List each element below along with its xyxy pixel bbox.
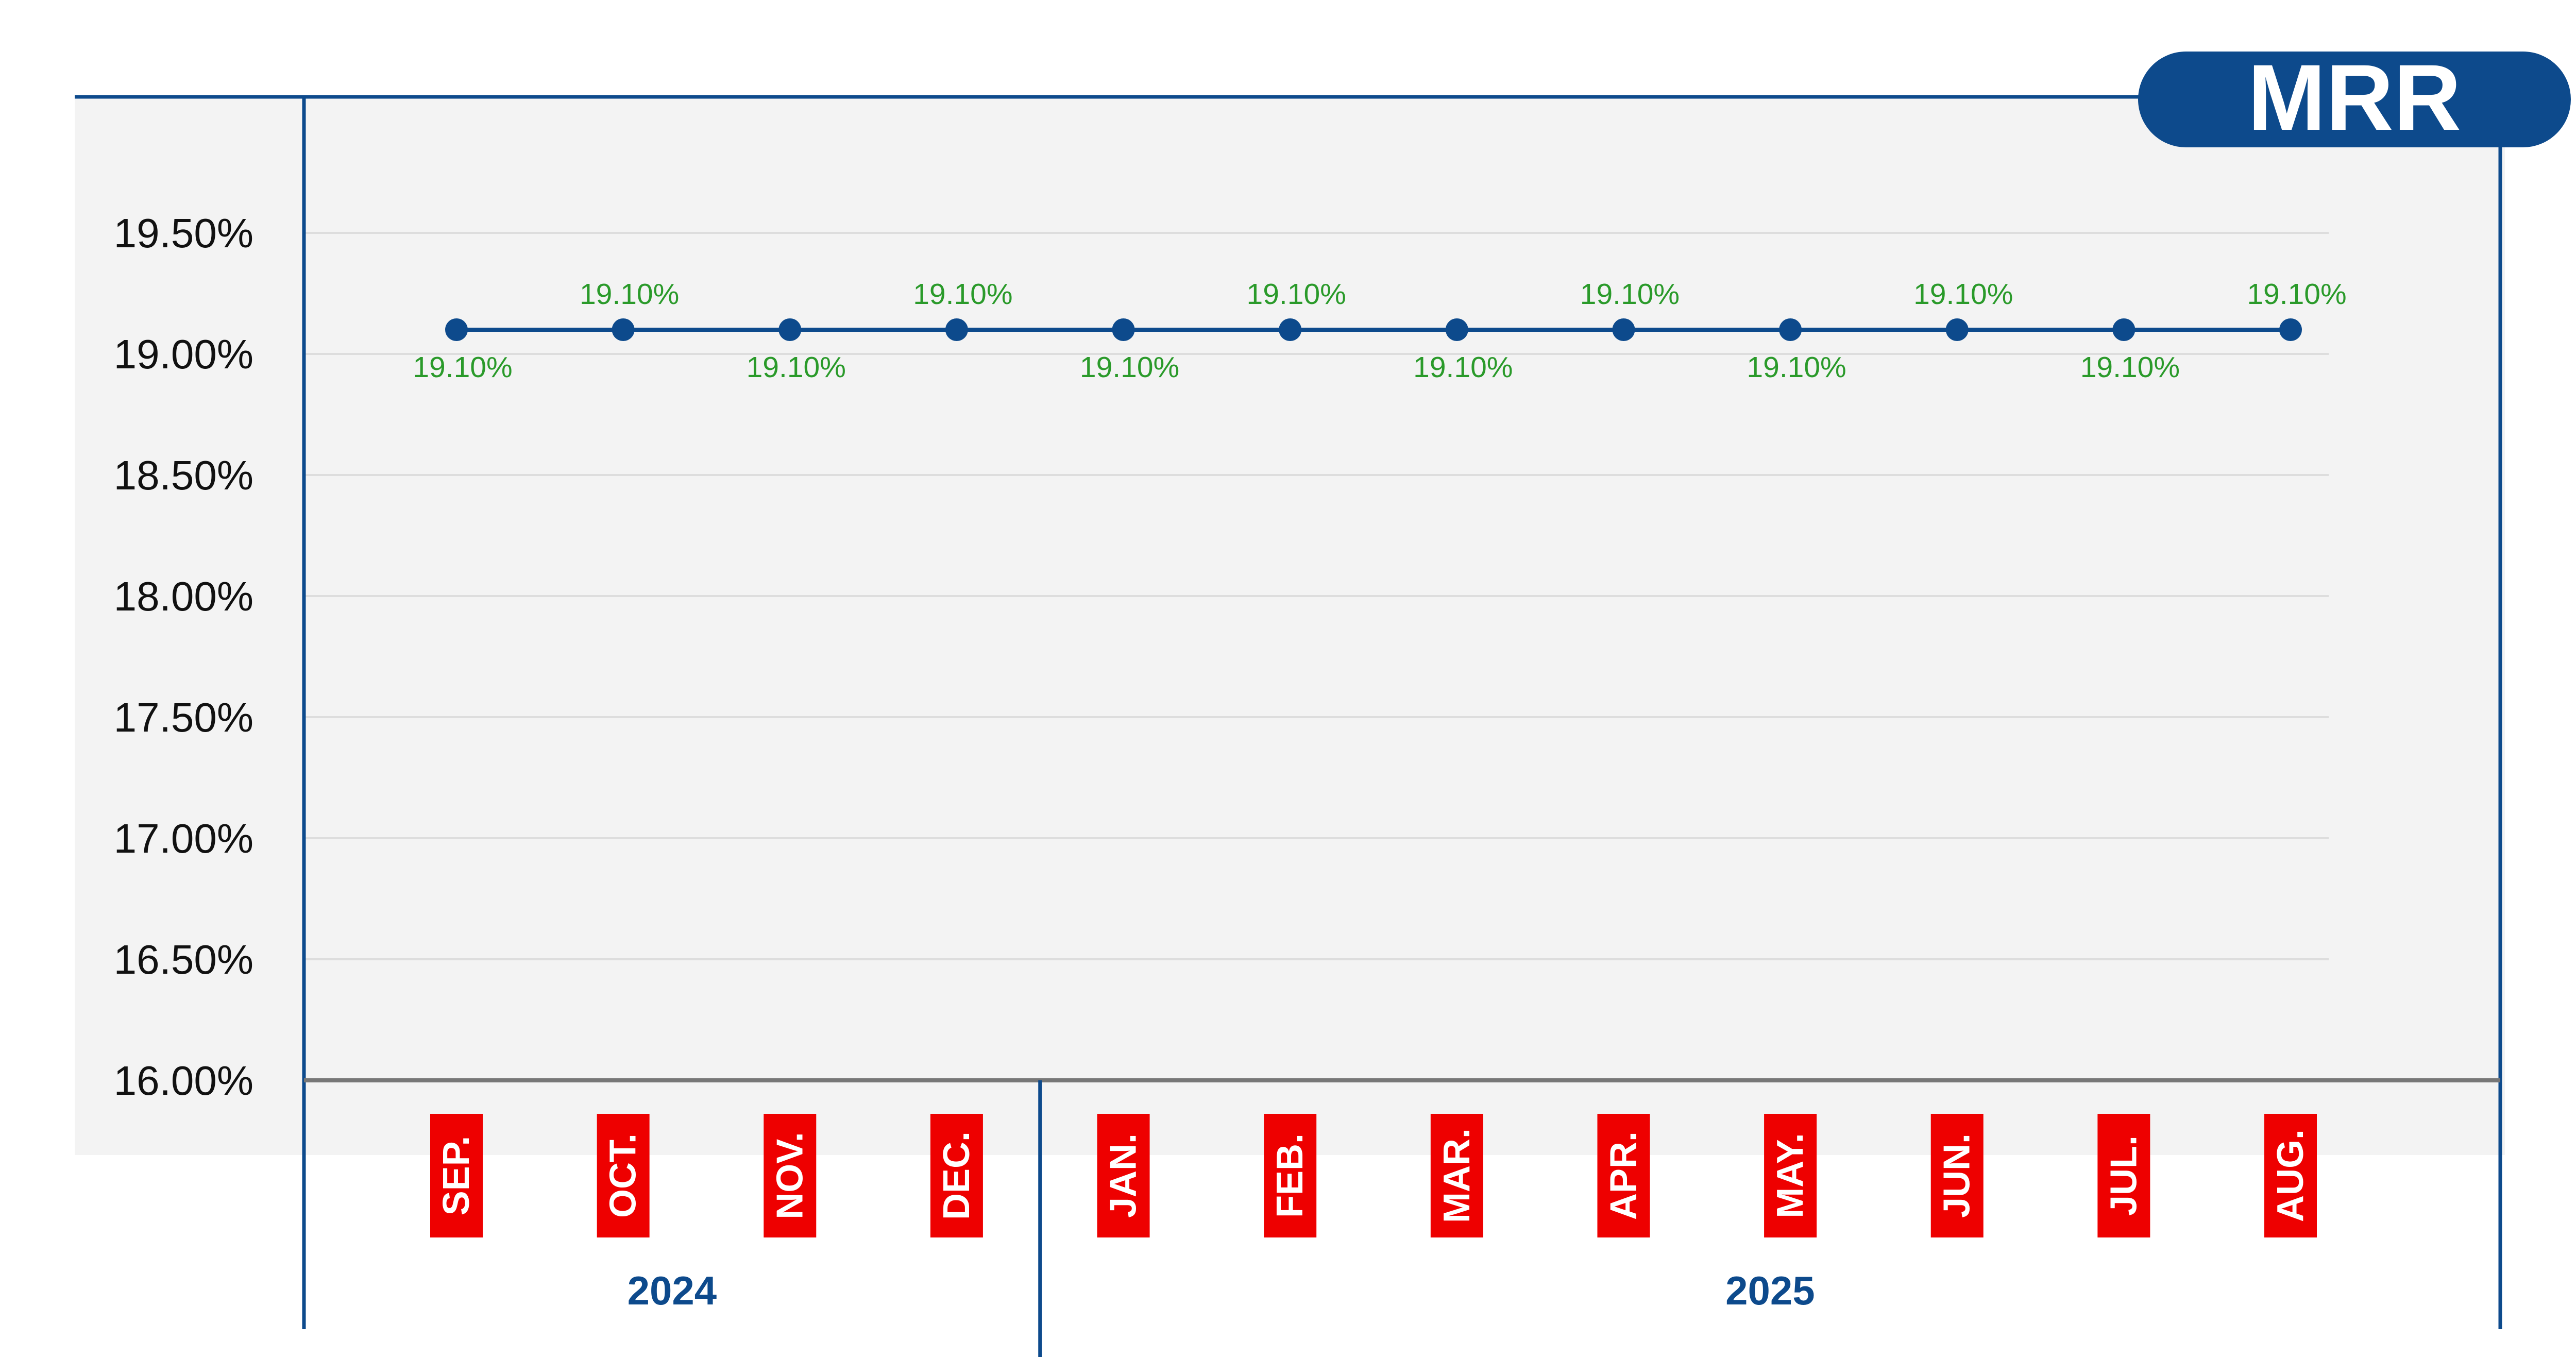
month-label: AUG.	[2264, 1114, 2317, 1237]
data-label: 19.10%	[1247, 278, 1346, 311]
data-point	[1612, 318, 1635, 341]
data-point	[2279, 318, 2302, 341]
month-tag	[930, 1114, 983, 1237]
series	[445, 318, 2302, 341]
y-tick-label: 18.00%	[114, 573, 253, 619]
month-text: MAY.	[1770, 1133, 1811, 1218]
data-label: 19.10%	[1580, 278, 1680, 311]
month-tag	[1764, 1114, 1817, 1237]
month-label: JUL.	[2097, 1114, 2150, 1237]
data-label: 19.10%	[1080, 351, 1179, 384]
plot-background	[75, 97, 2505, 1155]
mrr-badge-background	[2138, 52, 2571, 147]
y-tick-label: 17.00%	[114, 816, 253, 861]
month-text: JUL.	[2103, 1135, 2144, 1216]
data-label: 19.10%	[413, 351, 512, 384]
y-tick-label: 18.50%	[114, 452, 253, 498]
data-label: 19.10%	[1413, 351, 1513, 384]
month-text: FEB.	[1269, 1133, 1311, 1218]
data-label: 19.10%	[2247, 278, 2346, 311]
data-point	[612, 318, 635, 341]
frame	[75, 95, 2502, 1357]
month-label: DEC.	[930, 1114, 983, 1237]
month-tag	[1597, 1114, 1650, 1237]
y-tick-label: 16.50%	[114, 937, 253, 982]
data-label: 19.10%	[913, 278, 1012, 311]
data-point	[1445, 318, 1468, 341]
data-point	[445, 318, 468, 341]
month-text: JAN.	[1103, 1133, 1144, 1218]
month-tag	[1430, 1114, 1483, 1237]
month-text: JUN.	[1937, 1133, 1978, 1218]
data-label: 19.10%	[1913, 278, 2013, 311]
month-tag	[1930, 1114, 1984, 1237]
month-label: MAR.	[1430, 1114, 1483, 1237]
month-label: FEB.	[1264, 1114, 1317, 1237]
data-label: 19.10%	[580, 278, 679, 311]
y-tick-label: 19.00%	[114, 331, 253, 377]
month-tag	[2264, 1114, 2317, 1237]
month-tag	[2097, 1114, 2150, 1237]
month-label: MAY.	[1764, 1114, 1817, 1237]
month-tag	[764, 1114, 817, 1237]
y-tick-label: 16.00%	[114, 1058, 253, 1104]
month-label: JUN.	[1930, 1114, 1984, 1237]
year-label: 2024	[628, 1268, 717, 1313]
data-point	[2112, 318, 2136, 341]
month-labels: SEP. OCT. NOV. DEC. JAN. FEB. MAR. APR. MAY. JUN.…	[430, 1114, 2317, 1237]
y-axis-ticks: 16.00% 16.50% 17.00% 17.50% 18.00% 18.50% 19.0…	[114, 210, 253, 1104]
month-text: MAR.	[1436, 1128, 1478, 1223]
data-point	[1779, 318, 1802, 341]
month-text: NOV.	[769, 1132, 810, 1219]
year-labels: 2024 2025	[628, 1268, 1815, 1313]
month-tag	[1264, 1114, 1317, 1237]
month-text: OCT.	[603, 1133, 644, 1218]
data-label: 19.10%	[747, 351, 846, 384]
mrr-badge-text: MRR	[2248, 45, 2461, 150]
year-label: 2025	[1725, 1268, 1815, 1313]
data-label: 19.10%	[1747, 351, 1846, 384]
month-label: JAN.	[1097, 1114, 1150, 1237]
month-text: SEP.	[436, 1136, 477, 1216]
data-point	[778, 318, 802, 341]
month-label: OCT.	[597, 1114, 650, 1237]
month-text: AUG.	[2270, 1129, 2311, 1222]
y-tick-label: 19.50%	[114, 210, 253, 256]
month-tag	[430, 1114, 483, 1237]
month-tag	[597, 1114, 650, 1237]
month-label: SEP.	[430, 1114, 483, 1237]
gridlines	[304, 232, 2329, 960]
mrr-badge: MRR	[2138, 45, 2571, 150]
data-labels: 19.10% 19.10% 19.10% 19.10% 19.10% 19.10% 19.1…	[413, 278, 2346, 384]
month-text: APR.	[1603, 1131, 1644, 1220]
month-label: NOV.	[764, 1114, 817, 1237]
month-text: DEC.	[936, 1131, 977, 1220]
month-tag	[1097, 1114, 1150, 1237]
y-tick-label: 17.50%	[114, 694, 253, 740]
data-point	[1279, 318, 1302, 341]
data-label: 19.10%	[2080, 351, 2180, 384]
month-label: APR.	[1597, 1114, 1650, 1237]
data-point	[1112, 318, 1135, 341]
data-point	[945, 318, 968, 341]
data-point	[1945, 318, 1969, 341]
